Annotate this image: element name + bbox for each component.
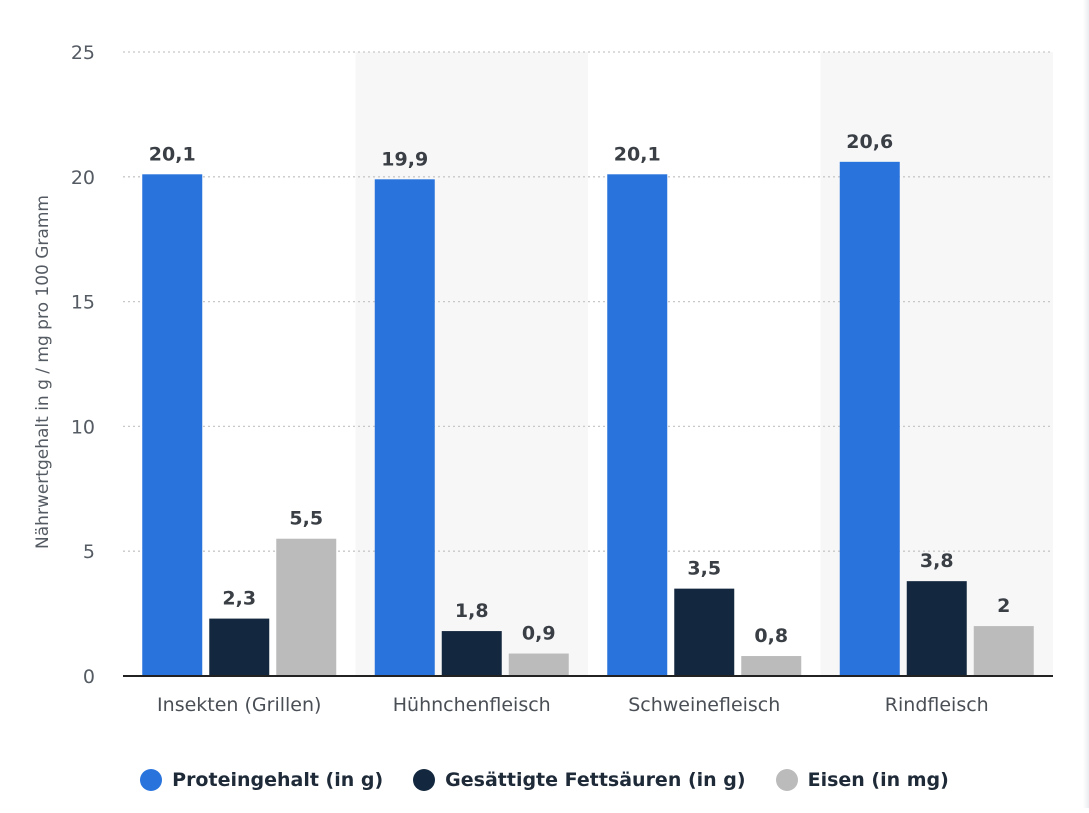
bar-iron [741,656,802,676]
bar-fat [441,631,502,676]
legend-swatch-protein [140,769,163,791]
bar-iron [508,653,569,676]
x-tick-label: Schweinefleisch [628,694,780,716]
page-edge-shadow [1083,0,1089,808]
y-tick-label: 15 [71,292,95,314]
y-axis-label: Nährwertgehalt in g / mg pro 100 Gramm [33,195,53,549]
bar-protein [374,179,435,676]
legend-label-protein: Proteingehalt (in g) [172,769,384,791]
legend-item-fat[interactable]: Gesättigte Fettsäuren (in g) [413,769,746,791]
data-label: 0,9 [522,623,556,645]
data-label: 2 [997,595,1010,617]
legend-item-iron[interactable]: Eisen (in mg) [775,769,949,791]
y-tick-label: 20 [71,167,95,189]
y-tick-label: 5 [83,541,95,563]
data-label: 3,8 [920,550,954,572]
data-label: 20,1 [614,143,661,165]
bar-protein [839,161,900,677]
data-label: 0,8 [754,625,788,647]
bar-protein [607,174,668,676]
data-label: 20,6 [846,131,893,153]
bar-fat [209,618,270,676]
legend-swatch-fat [413,769,436,791]
x-tick-label: Rindfleisch [885,694,989,716]
x-tick-label: Insekten (Grillen) [157,694,321,716]
bar-protein [142,174,203,676]
data-label: 19,9 [381,148,428,170]
legend-label-fat: Gesättigte Fettsäuren (in g) [445,769,746,791]
y-tick-label: 0 [83,666,95,688]
y-tick-label: 25 [71,42,95,64]
data-label: 1,8 [455,600,489,622]
x-tick-label: Hühnchenfleisch [393,694,551,716]
y-tick-label: 10 [71,416,95,438]
legend-swatch-iron [775,769,798,791]
bar-iron [276,538,337,676]
data-label: 5,5 [289,508,323,530]
legend: Proteingehalt (in g) Gesättigte Fettsäur… [0,762,1089,798]
bar-fat [906,581,967,676]
data-label: 3,5 [687,558,721,580]
bar-fat [674,588,735,676]
data-label: 2,3 [222,588,256,610]
legend-item-protein[interactable]: Proteingehalt (in g) [140,769,383,791]
bar-iron [973,626,1034,676]
legend-label-iron: Eisen (in mg) [807,769,949,791]
data-label: 20,1 [149,143,196,165]
